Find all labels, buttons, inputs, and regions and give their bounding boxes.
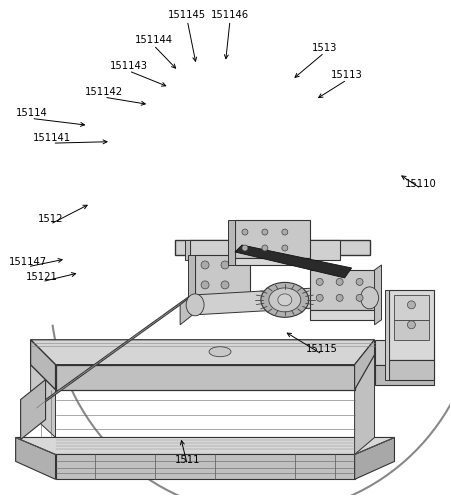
Polygon shape	[175, 240, 369, 255]
Ellipse shape	[407, 321, 415, 329]
Ellipse shape	[282, 245, 288, 251]
Polygon shape	[180, 285, 205, 325]
Polygon shape	[188, 255, 195, 310]
Ellipse shape	[316, 278, 323, 285]
Polygon shape	[390, 360, 434, 379]
Ellipse shape	[186, 294, 204, 316]
Text: 1512: 1512	[37, 214, 63, 224]
Text: 151145: 151145	[168, 10, 207, 20]
Polygon shape	[354, 437, 395, 479]
Polygon shape	[395, 295, 429, 320]
Text: 151141: 151141	[33, 133, 71, 143]
Text: 15113: 15113	[331, 70, 363, 80]
Polygon shape	[195, 255, 250, 300]
Polygon shape	[31, 365, 55, 437]
Text: 151144: 151144	[134, 35, 173, 45]
Text: 151147: 151147	[9, 257, 47, 267]
Ellipse shape	[221, 261, 229, 269]
Polygon shape	[21, 379, 46, 439]
Text: 151146: 151146	[211, 10, 249, 20]
Ellipse shape	[242, 229, 248, 235]
Polygon shape	[374, 340, 434, 365]
Polygon shape	[190, 240, 340, 260]
Polygon shape	[374, 365, 434, 384]
Ellipse shape	[209, 347, 231, 357]
Ellipse shape	[282, 229, 288, 235]
Polygon shape	[390, 290, 434, 360]
Text: 151143: 151143	[110, 61, 148, 71]
Ellipse shape	[278, 294, 292, 306]
Ellipse shape	[201, 261, 209, 269]
Polygon shape	[354, 340, 374, 389]
Ellipse shape	[262, 245, 268, 251]
Text: 15110: 15110	[405, 179, 437, 188]
Ellipse shape	[356, 294, 363, 302]
Polygon shape	[235, 245, 352, 278]
Polygon shape	[354, 355, 374, 454]
Ellipse shape	[269, 288, 301, 312]
Polygon shape	[310, 270, 374, 310]
Polygon shape	[195, 300, 250, 310]
Ellipse shape	[201, 281, 209, 289]
Polygon shape	[310, 310, 374, 320]
Ellipse shape	[262, 229, 268, 235]
Polygon shape	[31, 340, 55, 389]
Ellipse shape	[261, 282, 309, 317]
Polygon shape	[55, 365, 354, 389]
Polygon shape	[228, 220, 235, 265]
Ellipse shape	[221, 281, 229, 289]
Text: 15115: 15115	[306, 344, 338, 354]
Text: 1513: 1513	[312, 43, 337, 53]
Ellipse shape	[242, 245, 248, 251]
Polygon shape	[195, 285, 369, 315]
Polygon shape	[185, 240, 190, 260]
Ellipse shape	[361, 287, 378, 309]
Polygon shape	[374, 265, 382, 325]
Polygon shape	[16, 437, 55, 479]
Ellipse shape	[336, 278, 343, 285]
Text: 15121: 15121	[26, 272, 58, 282]
Polygon shape	[55, 454, 354, 479]
Text: 1511: 1511	[175, 455, 200, 465]
Polygon shape	[31, 340, 374, 365]
Ellipse shape	[356, 278, 363, 285]
Ellipse shape	[336, 294, 343, 302]
Text: 15114: 15114	[15, 109, 47, 119]
Polygon shape	[16, 437, 395, 454]
Polygon shape	[235, 220, 310, 258]
Polygon shape	[235, 258, 310, 265]
Ellipse shape	[316, 294, 323, 302]
Polygon shape	[395, 320, 429, 340]
Polygon shape	[385, 290, 390, 379]
Polygon shape	[21, 285, 205, 420]
Text: 151142: 151142	[85, 87, 123, 97]
Ellipse shape	[407, 301, 415, 309]
